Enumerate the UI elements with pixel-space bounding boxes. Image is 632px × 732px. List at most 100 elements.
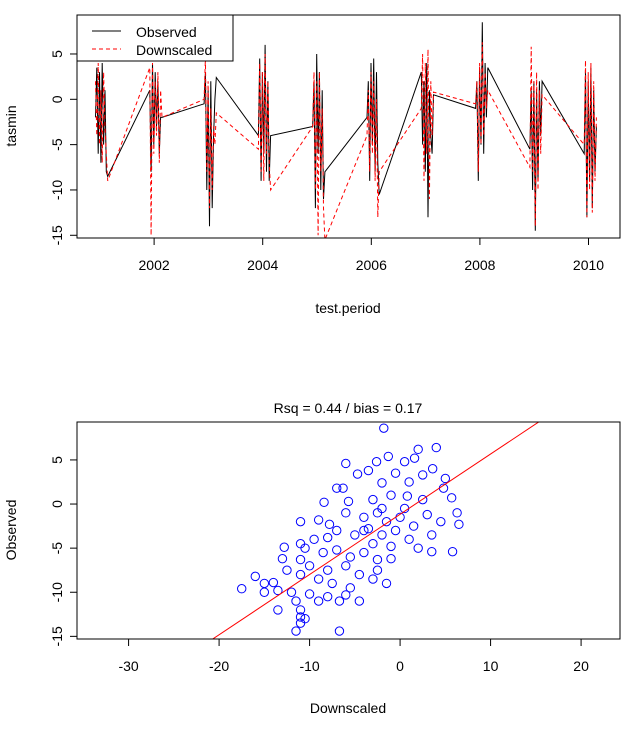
scatter-plot-box [76, 421, 621, 640]
scatter-point [390, 468, 401, 478]
scatter-point [427, 464, 438, 474]
scatter-point [322, 532, 333, 543]
scatter-point [372, 554, 383, 565]
scatter-point [341, 561, 351, 571]
scatter-point [332, 483, 342, 493]
scatter-point [386, 490, 396, 500]
scatter-point [454, 519, 464, 530]
scatter-point [447, 546, 458, 557]
scatter-point [427, 530, 437, 540]
y-tick-label: -15 [49, 225, 65, 245]
scatter-point [343, 496, 354, 507]
scatter-point [368, 574, 378, 584]
scatter-point [354, 569, 365, 580]
scatter-point [363, 465, 374, 476]
scatter-point [291, 596, 301, 606]
scatter-y-label: Observed [3, 500, 19, 561]
timeseries-y-axis: 5 0 -5 -10 -15 [49, 50, 77, 245]
scatter-point [359, 512, 369, 522]
scatter-point [452, 508, 462, 518]
scatter-point [279, 542, 289, 552]
timeseries-plot-box [76, 14, 621, 239]
scatter-point [359, 547, 369, 558]
scatter-point [345, 583, 356, 593]
legend-observed-label: Observed [136, 24, 197, 40]
x-tick-label: 2002 [139, 257, 170, 273]
scatter-point [318, 547, 328, 558]
series-line-downscaled [95, 42, 597, 238]
scatter-point [371, 456, 382, 467]
scatter-x-label: Downscaled [310, 700, 386, 716]
scatter-point [291, 626, 301, 636]
scatter-x-axis: -30 -20 -10 0 10 20 [118, 639, 589, 674]
x-tick-label: 2010 [573, 257, 604, 273]
scatter-point [309, 534, 319, 545]
scatter-point [404, 477, 414, 487]
y-tick-label: 0 [49, 500, 65, 508]
legend: Observed Downscaled [76, 14, 234, 62]
scatter-point [324, 519, 335, 530]
scatter-point [404, 534, 414, 545]
regression-line [211, 422, 540, 639]
scatter-point [408, 521, 419, 531]
scatter-point [259, 587, 270, 597]
scatter-point [436, 516, 446, 527]
scatter-point [440, 473, 451, 484]
scatter-point [422, 509, 432, 520]
scatter-point [332, 545, 342, 555]
scatter-point [377, 478, 387, 488]
scatter-point [341, 508, 351, 518]
scatter-point [319, 497, 329, 507]
scatter-point [383, 451, 394, 462]
x-tick-label: 0 [396, 658, 404, 674]
scatter-point [409, 453, 420, 463]
timeseries-x-label: test.period [315, 300, 380, 316]
scatter-point [322, 591, 333, 602]
scatter-point [350, 530, 360, 540]
scatter-y-axis: 5 0 -5 -10 -15 [49, 456, 77, 646]
scatter-point [295, 612, 306, 622]
scatter-point [322, 565, 333, 575]
x-tick-label: 10 [483, 658, 499, 674]
scatter-point [259, 578, 270, 589]
scatter-point [313, 596, 324, 606]
scatter-point [300, 543, 310, 553]
y-tick-label: 5 [49, 50, 65, 58]
scatter-marks [211, 422, 540, 639]
x-tick-label: 2006 [356, 257, 387, 273]
scatter-point [418, 494, 428, 505]
scatter-point [345, 552, 356, 562]
y-tick-label: 5 [49, 456, 65, 464]
y-tick-label: -5 [49, 542, 65, 555]
scatter-point [286, 587, 297, 597]
scatter-chart: Rsq = 0.44 / bias = 0.17 -30 -20 -10 0 10 20 … [3, 400, 621, 716]
scatter-point [431, 442, 441, 453]
y-tick-label: 0 [49, 95, 65, 103]
scatter-point [368, 539, 378, 549]
scatter-point [352, 469, 363, 479]
timeseries-marks [95, 22, 597, 238]
x-tick-label: 20 [573, 658, 589, 674]
scatter-point [377, 503, 387, 514]
x-tick-label: -20 [209, 658, 229, 674]
scatter-point [427, 546, 437, 557]
y-tick-label: -5 [49, 138, 65, 151]
scatter-point [372, 565, 383, 575]
scatter-point [295, 516, 306, 527]
scatter-point [250, 571, 260, 582]
scatter-point [341, 590, 351, 600]
scatter-point [418, 470, 428, 480]
scatter-point [377, 530, 387, 540]
legend-box [76, 14, 234, 62]
scatter-point [381, 516, 392, 527]
legend-downscaled-label: Downscaled [136, 42, 212, 58]
x-tick-label: 2008 [464, 257, 495, 273]
timeseries-y-label: tasmin [3, 105, 19, 146]
scatter-point [381, 578, 392, 589]
scatter-point [237, 584, 247, 594]
scatter-point [332, 525, 342, 536]
scatter-point [390, 525, 401, 536]
scatter-point [354, 596, 365, 606]
scatter-point [334, 626, 345, 636]
